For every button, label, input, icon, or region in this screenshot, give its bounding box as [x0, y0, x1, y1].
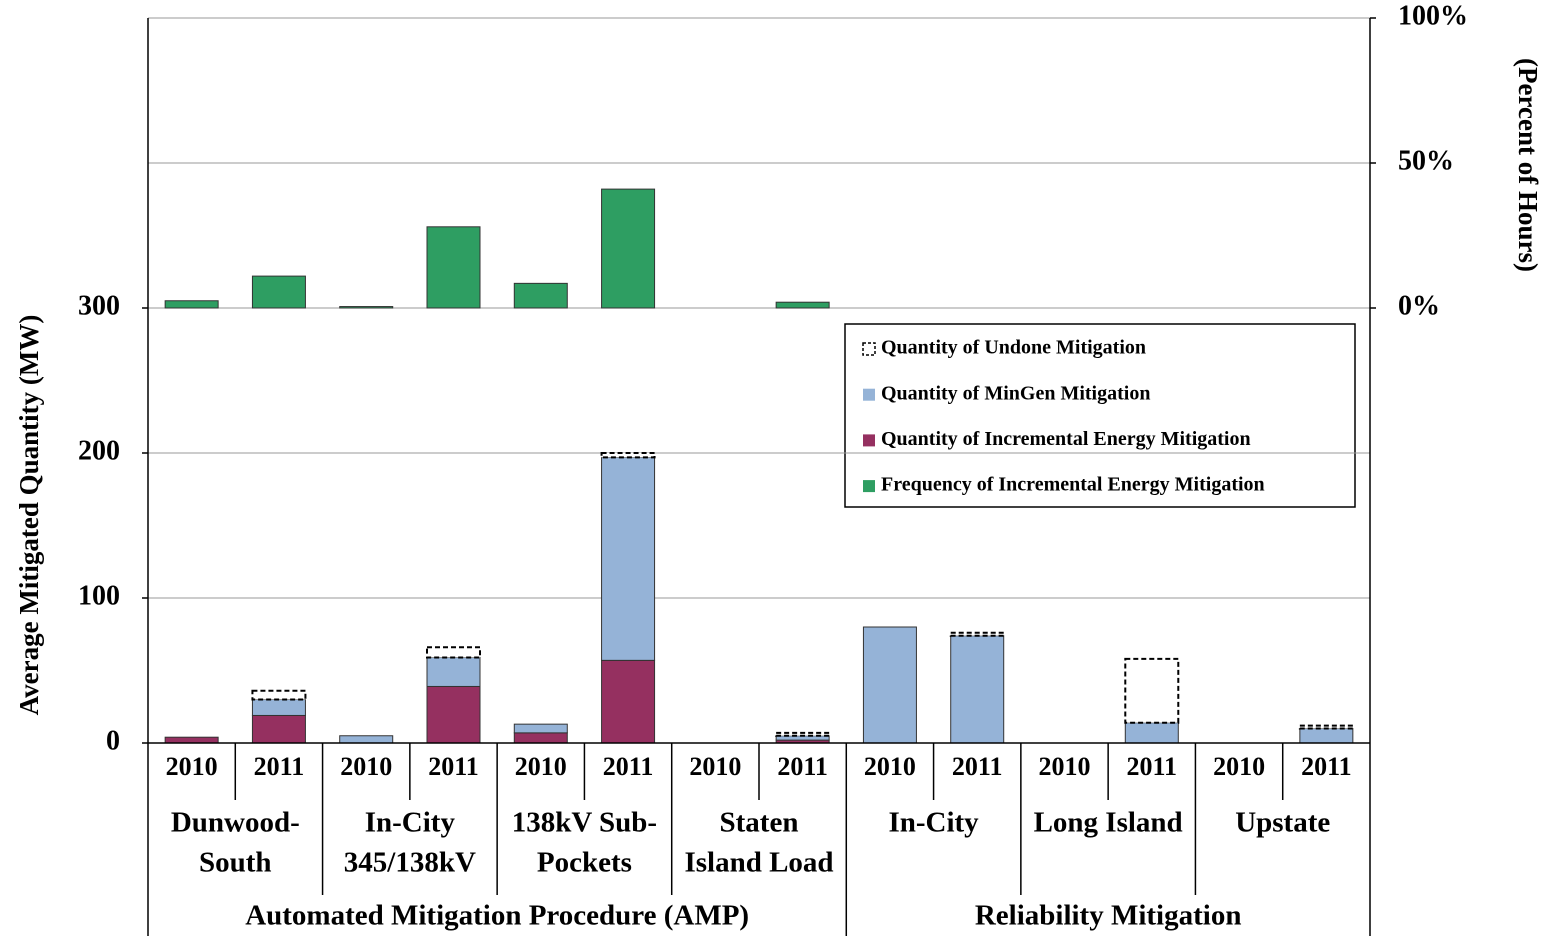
super-group-label: Reliability Mitigation	[975, 900, 1242, 932]
x-tick-label: 2010	[166, 752, 218, 781]
x-tick-label: 2011	[254, 752, 305, 781]
bar-segment	[1299, 728, 1354, 744]
group-label: Dunwood-	[171, 807, 300, 839]
y2-axis-label: (Percent of Hours)	[1513, 58, 1543, 272]
legend-label: Quantity of Undone Mitigation	[881, 337, 1146, 359]
y-tick-label: 300	[78, 290, 120, 321]
group-label: Upstate	[1235, 807, 1330, 839]
bar-segment	[164, 736, 219, 744]
group-label: 138kV Sub-	[512, 807, 657, 839]
x-tick-label: 2010	[1039, 752, 1091, 781]
y-tick-label: 100	[78, 580, 120, 611]
group-label: Long Island	[1034, 807, 1183, 839]
legend-label: Quantity of MinGen Mitigation	[881, 382, 1150, 404]
group-label: In-City	[365, 807, 456, 839]
bar-segment	[862, 626, 917, 744]
x-tick-label: 2010	[864, 752, 916, 781]
legend-swatch	[863, 388, 875, 401]
y-axis-label: Average Mitigated Quantity (MW)	[14, 315, 44, 716]
x-tick-label: 2011	[1126, 752, 1177, 781]
y2-tick-label: 100%	[1398, 0, 1468, 31]
bar-segment	[601, 659, 656, 744]
bar-segment	[339, 735, 394, 744]
frequency-bar	[426, 226, 481, 309]
bar-segment	[426, 685, 481, 744]
x-tick-label: 2010	[689, 752, 741, 781]
frequency-bar	[164, 300, 219, 309]
x-tick-label: 2011	[1301, 752, 1352, 781]
group-label: 345/138kV	[344, 847, 476, 879]
bar-segment	[950, 635, 1005, 744]
y-tick-label: 200	[78, 435, 120, 466]
x-tick-label: 2010	[1213, 752, 1265, 781]
y2-tick-label: 0%	[1398, 290, 1440, 321]
bar-segment	[1124, 722, 1179, 744]
frequency-bar	[601, 188, 656, 309]
group-label: Pockets	[537, 847, 632, 879]
y2-tick-label: 50%	[1398, 145, 1454, 176]
x-tick-label: 2011	[952, 752, 1003, 781]
x-tick-label: 2010	[515, 752, 567, 781]
bar-segment	[513, 732, 568, 744]
group-label: South	[199, 847, 272, 879]
legend-swatch	[863, 434, 875, 447]
bar-segment	[251, 714, 306, 744]
frequency-bar	[513, 282, 568, 309]
y-tick-label: 0	[106, 725, 120, 756]
bar-segment	[1298, 724, 1354, 730]
x-tick-label: 2011	[603, 752, 654, 781]
legend-label: Quantity of Incremental Energy Mitigatio…	[881, 428, 1251, 450]
legend	[844, 323, 1356, 508]
group-label: In-City	[888, 807, 979, 839]
bar-segment	[426, 656, 481, 687]
legend-label: Frequency of Incremental Energy Mitigati…	[881, 474, 1265, 496]
group-label: Island Load	[684, 847, 833, 879]
legend-swatch	[863, 480, 875, 493]
frequency-bar	[339, 306, 394, 309]
frequency-bar	[775, 301, 830, 309]
x-tick-label: 2011	[777, 752, 828, 781]
bar-segment	[426, 646, 481, 659]
super-group-label: Automated Mitigation Procedure (AMP)	[245, 900, 749, 932]
bar-segment	[775, 731, 831, 737]
bar-segment	[513, 723, 568, 734]
bar-segment	[601, 456, 656, 661]
bar-segment	[1124, 657, 1180, 724]
bar-segment	[251, 689, 307, 701]
x-tick-label: 2011	[428, 752, 479, 781]
group-label: Staten	[720, 807, 799, 839]
frequency-bar	[251, 275, 306, 309]
bar-segment	[949, 631, 1005, 637]
bar-segment	[600, 452, 656, 459]
x-tick-label: 2010	[340, 752, 392, 781]
bar-segment	[251, 699, 306, 716]
legend-swatch	[862, 342, 876, 356]
